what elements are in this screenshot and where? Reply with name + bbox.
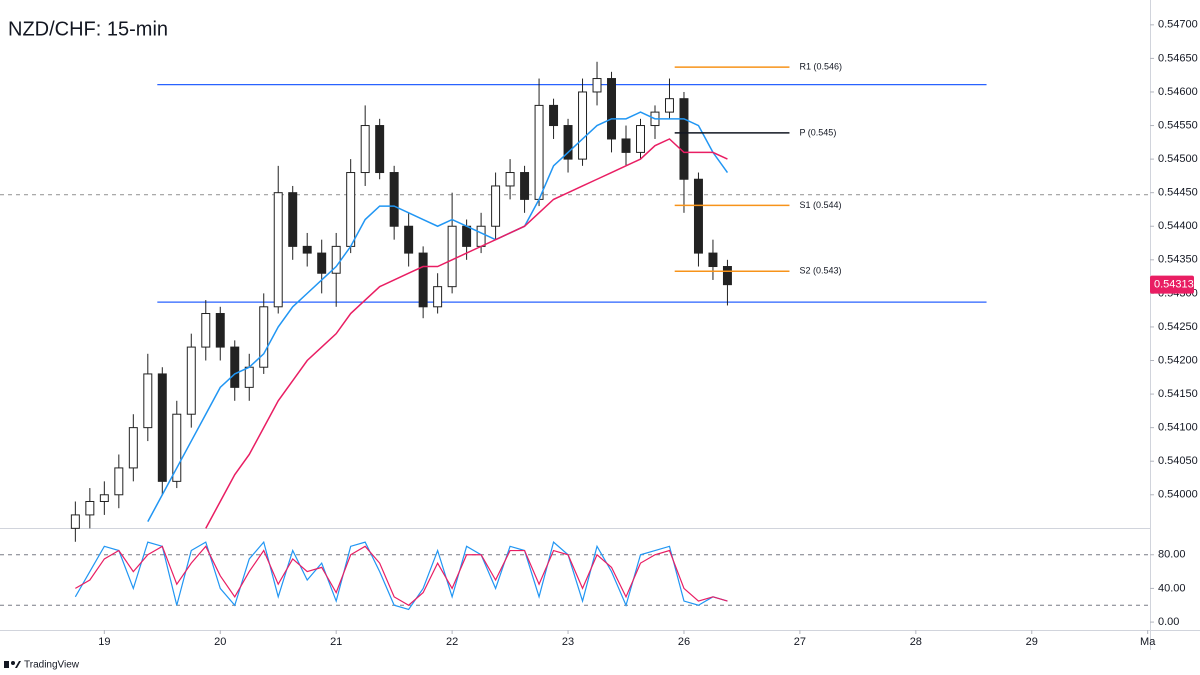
candle-body bbox=[273, 192, 283, 308]
candle-body bbox=[578, 91, 588, 160]
osc-y-tick-label: 80.00 bbox=[1158, 549, 1186, 561]
candle-body bbox=[230, 346, 240, 388]
pivot-label: S1 (0.544) bbox=[799, 200, 841, 210]
y-tick-label: 0.54400 bbox=[1158, 220, 1198, 232]
candle-body bbox=[85, 500, 95, 516]
candle-body bbox=[201, 313, 211, 348]
moving-average bbox=[205, 138, 728, 529]
candle-body bbox=[563, 125, 573, 160]
candle-body bbox=[404, 225, 414, 254]
candle-body bbox=[360, 125, 370, 174]
chart-title: NZD/CHF: 15-min bbox=[8, 18, 168, 40]
x-tick-label: 19 bbox=[98, 636, 110, 648]
candle-body bbox=[143, 373, 153, 429]
candle-body bbox=[302, 245, 312, 254]
candle-body bbox=[636, 125, 645, 153]
candle-body bbox=[375, 125, 385, 174]
y-tick-label: 0.54350 bbox=[1158, 254, 1198, 266]
candle-body bbox=[447, 225, 457, 288]
candle-body bbox=[172, 413, 182, 482]
last-price-tag bbox=[1150, 275, 1194, 294]
logo bbox=[4, 661, 21, 668]
pivot-label: R1 (0.546) bbox=[799, 62, 842, 72]
candle-body bbox=[607, 78, 617, 140]
candle-body bbox=[722, 266, 732, 286]
candle-body bbox=[476, 225, 486, 247]
pivot-label: P (0.545) bbox=[799, 127, 836, 137]
candle-body bbox=[128, 427, 138, 469]
y-tick-label: 0.54500 bbox=[1158, 153, 1198, 165]
y-tick-label: 0.54550 bbox=[1158, 119, 1198, 131]
y-tick-label: 0.54200 bbox=[1158, 354, 1198, 366]
y-tick-label: 0.54250 bbox=[1158, 321, 1198, 333]
candle-body bbox=[505, 172, 515, 187]
candle-body bbox=[70, 514, 80, 529]
osc-y-tick-label: 40.00 bbox=[1158, 582, 1186, 594]
candle-body bbox=[592, 78, 602, 93]
y-tick-label: 0.54000 bbox=[1158, 489, 1198, 501]
candle-body bbox=[389, 172, 399, 227]
candle-body bbox=[433, 286, 443, 308]
candle-body bbox=[418, 252, 428, 308]
candle-body bbox=[621, 138, 631, 153]
last-price-label: 0.54313 bbox=[1154, 279, 1194, 291]
x-tick-label: 27 bbox=[794, 636, 806, 648]
y-tick-label: 0.54150 bbox=[1158, 388, 1198, 400]
candle-body bbox=[549, 104, 559, 127]
oscillator-line bbox=[75, 545, 728, 606]
y-tick-label: 0.54700 bbox=[1158, 19, 1198, 31]
candle-body bbox=[664, 98, 674, 113]
footer: TradingView bbox=[24, 660, 80, 671]
candle-body bbox=[491, 185, 501, 227]
pivot-label: S2 (0.543) bbox=[799, 266, 841, 276]
candle-body bbox=[99, 494, 109, 502]
y-tick-label: 0.54450 bbox=[1158, 187, 1198, 199]
candle-body bbox=[679, 98, 689, 180]
x-tick-label: 26 bbox=[678, 636, 690, 648]
candle-body bbox=[244, 366, 254, 388]
y-tick-label: 0.54100 bbox=[1158, 422, 1198, 434]
candle-body bbox=[317, 252, 327, 274]
candle-body bbox=[520, 172, 530, 200]
candle-body bbox=[693, 178, 703, 254]
x-tick-label: 28 bbox=[910, 636, 922, 648]
candle-body bbox=[186, 346, 196, 415]
candle-body bbox=[114, 467, 124, 496]
candle-body bbox=[288, 192, 298, 247]
x-tick-label: Ma bbox=[1140, 636, 1156, 648]
candle-body bbox=[534, 104, 544, 200]
moving-average bbox=[147, 111, 729, 522]
x-tick-label: 23 bbox=[562, 636, 574, 648]
candle-body bbox=[157, 373, 167, 482]
x-tick-label: 29 bbox=[1026, 636, 1038, 648]
candle-body bbox=[346, 172, 356, 247]
oscillator-line bbox=[74, 540, 728, 611]
x-tick-label: 22 bbox=[446, 636, 458, 648]
y-tick-label: 0.54050 bbox=[1158, 455, 1198, 467]
y-tick-label: 0.54600 bbox=[1158, 86, 1198, 98]
candle-body bbox=[708, 252, 718, 268]
candle-body bbox=[462, 225, 472, 247]
x-tick-label: 21 bbox=[330, 636, 342, 648]
candle-body bbox=[215, 313, 225, 348]
y-tick-label: 0.54650 bbox=[1158, 52, 1198, 64]
x-tick-label: 20 bbox=[214, 636, 226, 648]
candle-body bbox=[259, 306, 269, 368]
osc-y-tick-label: 0.00 bbox=[1158, 616, 1179, 628]
